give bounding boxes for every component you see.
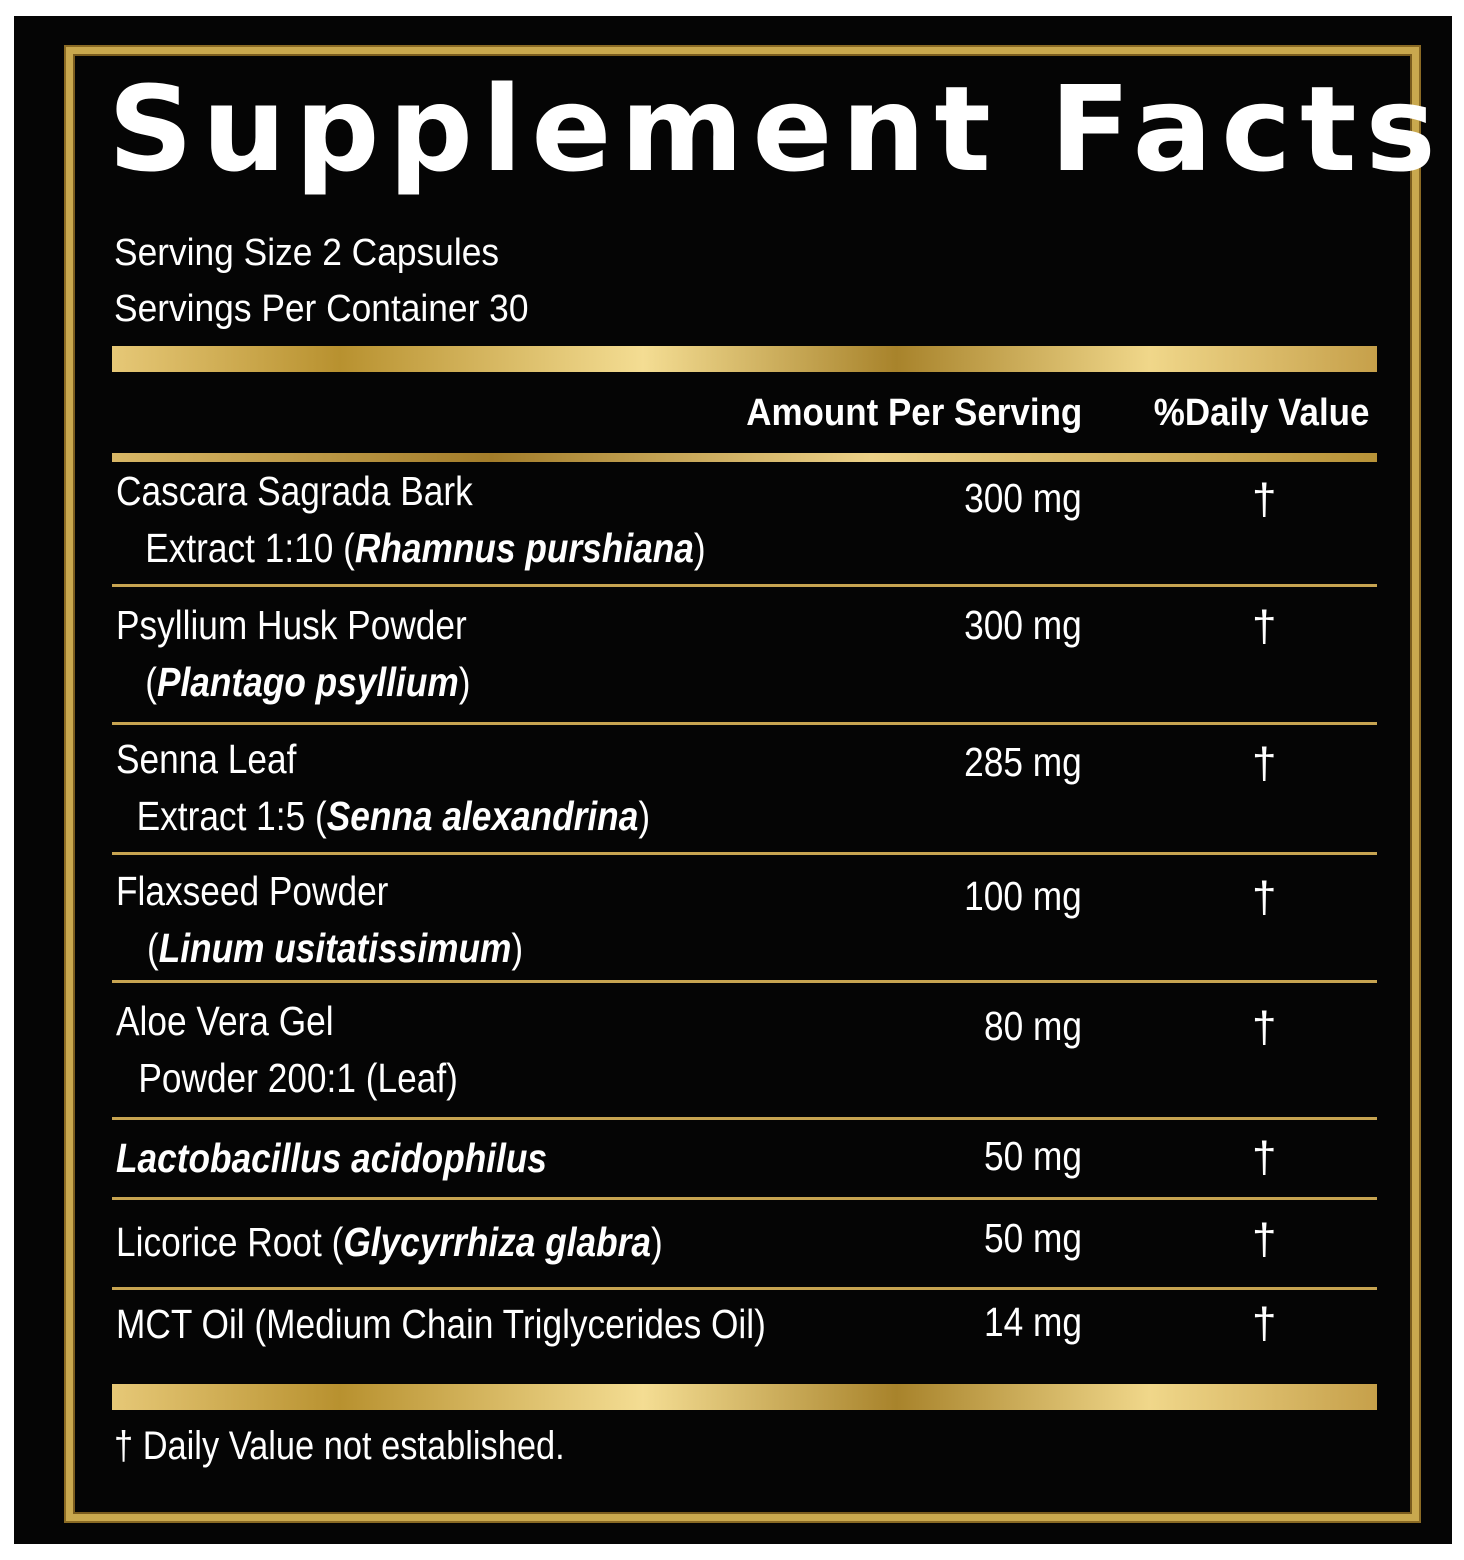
ingredient-amount: 100 mg <box>964 873 1082 919</box>
ingredient-name: Aloe Vera Gel Powder 200:1 (Leaf) <box>116 998 458 1101</box>
serving-size: Serving Size 2 Capsules <box>114 232 500 274</box>
top-gold-bar <box>112 346 1377 372</box>
ingredient-name: Psyllium Husk Powder (Plantago psyllium) <box>116 602 471 705</box>
ingredient-amount: 300 mg <box>964 602 1082 648</box>
servings-per-container: Servings Per Container 30 <box>114 288 529 330</box>
ingredient-name: Cascara Sagrada Bark Extract 1:10 (Rhamn… <box>116 468 706 571</box>
row-divider <box>112 722 1377 725</box>
ingredient-dv: † <box>1252 739 1277 788</box>
row-divider <box>112 852 1377 855</box>
ingredient-dv: † <box>1252 1003 1277 1052</box>
ingredient-name: MCT Oil (Medium Chain Triglycerides Oil) <box>116 1301 766 1347</box>
row-divider <box>112 1197 1377 1200</box>
header-gold-line <box>112 453 1377 462</box>
row-divider <box>112 980 1377 983</box>
ingredient-amount: 300 mg <box>964 475 1082 521</box>
gold-frame <box>66 47 1419 1521</box>
ingredient-dv: † <box>1252 873 1277 922</box>
ingredient-name: Licorice Root (Glycyrrhiza glabra) <box>116 1219 663 1265</box>
footnote: † Daily Value not established. <box>114 1424 565 1468</box>
row-divider <box>112 1117 1377 1120</box>
row-divider <box>112 1287 1377 1290</box>
ingredient-dv: † <box>1252 1215 1277 1264</box>
ingredient-name: Lactobacillus acidophilus <box>116 1135 548 1181</box>
ingredient-dv: † <box>1252 1133 1277 1182</box>
ingredient-dv: † <box>1252 475 1277 524</box>
ingredient-amount: 80 mg <box>984 1003 1082 1049</box>
ingredient-amount: 50 mg <box>984 1215 1082 1261</box>
ingredient-dv: † <box>1252 1299 1277 1348</box>
ingredient-amount: 285 mg <box>964 739 1082 785</box>
ingredient-amount: 14 mg <box>984 1299 1082 1345</box>
header-amount-per-serving: Amount Per Serving <box>745 392 1082 434</box>
ingredient-name: Senna Leaf Extract 1:5 (Senna alexandrin… <box>116 736 651 839</box>
row-divider <box>112 584 1377 587</box>
bottom-gold-bar <box>112 1384 1377 1410</box>
header-daily-value: %Daily Value <box>1153 392 1369 434</box>
ingredient-dv: † <box>1252 602 1277 651</box>
label-title: Supplement Facts <box>108 60 1445 198</box>
ingredient-name: Flaxseed Powder (Linum usitatissimum) <box>116 868 524 971</box>
ingredient-amount: 50 mg <box>984 1133 1082 1179</box>
